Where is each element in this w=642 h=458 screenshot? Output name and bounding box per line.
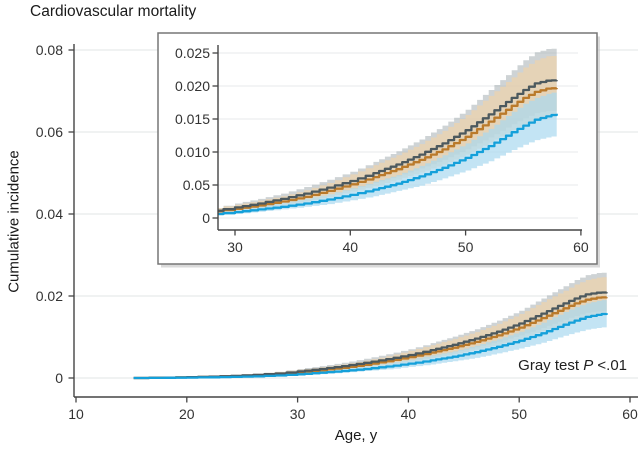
inset-x-tick-label: 40 [343, 239, 359, 255]
x-tick-label: 20 [179, 406, 195, 422]
chart-title: Cardiovascular mortality [30, 3, 197, 20]
band-blue [133, 299, 607, 378]
inset-x-tick-label: 50 [458, 239, 474, 255]
y-tick-label: 0.04 [36, 206, 63, 222]
annotation-suffix: <.01 [593, 357, 627, 374]
gray-test-annotation: Gray test P <.01 [518, 357, 627, 374]
y-tick-label: 0.06 [36, 124, 63, 140]
line-blue [218, 113, 558, 216]
inset-y-tick-label: 0 [202, 210, 210, 226]
inset-y-tick-label: 0.05 [183, 177, 210, 193]
inset-x-tick-label: 60 [573, 239, 589, 255]
x-tick-label: 10 [68, 406, 84, 422]
y-tick-label: 0.08 [36, 42, 63, 58]
annotation-prefix: Gray test [518, 357, 584, 374]
inset-series [218, 48, 558, 216]
x-tick-label: 30 [290, 406, 306, 422]
inset-y-tick-label: 0.025 [175, 45, 210, 61]
x-tick-label: 40 [401, 406, 417, 422]
inset-y-tick-label: 0.020 [175, 78, 210, 94]
p-symbol: P [583, 357, 594, 374]
inset-y-tick-label: 0.015 [175, 111, 210, 127]
line-blue [133, 312, 608, 380]
main-series [133, 272, 608, 380]
y-tick-label: 0.02 [36, 288, 63, 304]
x-tick-label: 60 [622, 406, 638, 422]
line-gray [133, 291, 608, 380]
x-axis-label: Age, y [334, 427, 378, 444]
inset-y-tick-label: 0.010 [175, 144, 210, 160]
main-axes: 0 0.02 0.04 0.06 0.08 10 20 30 40 50 60 [36, 42, 638, 422]
line-orange [218, 87, 558, 213]
y-tick-label: 0 [55, 370, 63, 386]
inset-panel: 0 0.05 0.010 0.015 0.020 0.025 30 40 50 60 [157, 32, 600, 268]
x-tick-label: 50 [511, 406, 527, 422]
inset-x-tick-label: 30 [227, 239, 243, 255]
line-gray [218, 79, 558, 212]
band-blue [218, 91, 557, 216]
